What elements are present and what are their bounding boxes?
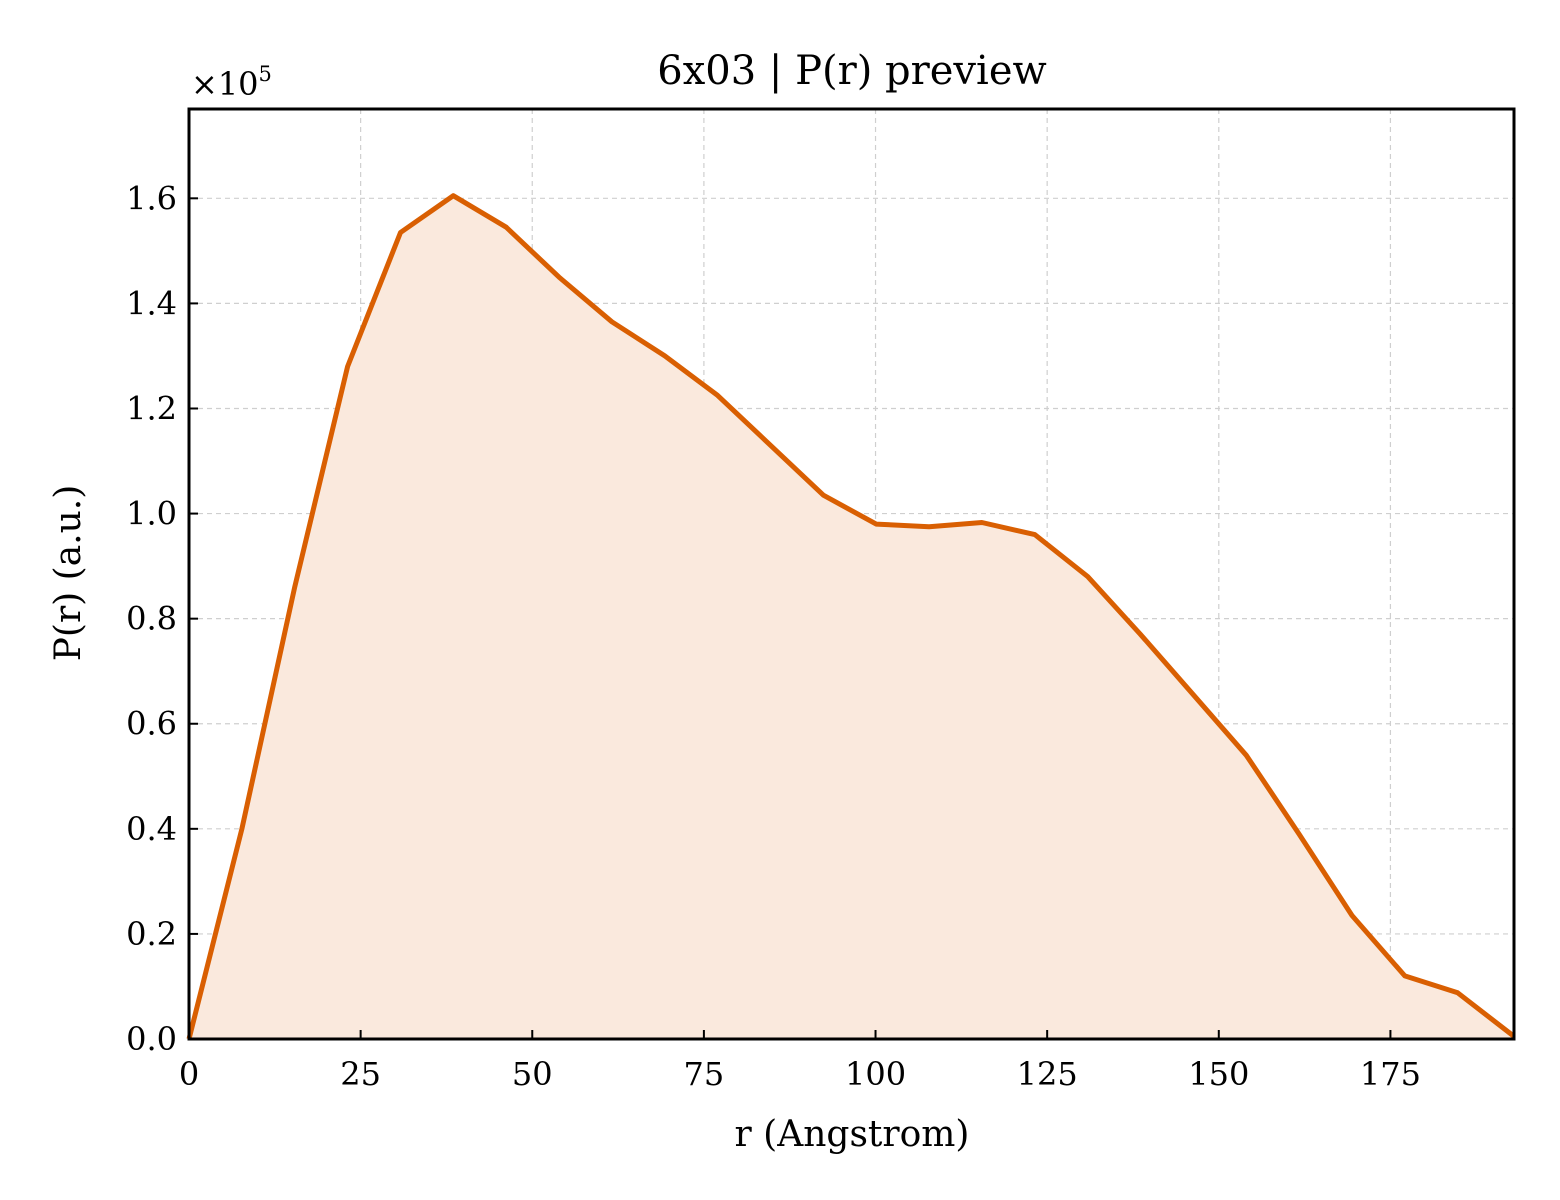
tick-layer: 0 25 50 75 100 125 150 175 0.0 0.2 0.4 0.6 0.8 1.0 1.2… [126, 179, 1421, 1093]
x-axis-label: r (Angstrom) [735, 1114, 970, 1155]
x-tick-label: 50 [512, 1055, 553, 1093]
y-tick-label: 1.0 [126, 495, 177, 533]
series-area-fill [189, 195, 1514, 1039]
y-axis-label: P(r) (a.u.) [48, 485, 89, 662]
y-axis-multiplier: ×105 [191, 62, 272, 103]
y-tick-label: 1.2 [126, 389, 177, 427]
x-tick-label: 150 [1188, 1055, 1249, 1093]
series-line [186, 193, 1516, 1040]
y-tick-label: 1.4 [126, 284, 177, 322]
x-tick-label: 75 [684, 1055, 725, 1093]
y-tick-label: 0.0 [126, 1020, 177, 1058]
plot-frame [187, 107, 1516, 1041]
x-tick-label: 125 [1017, 1055, 1078, 1093]
x-tick-label: 0 [179, 1055, 199, 1093]
y-tick-label: 0.6 [126, 705, 177, 743]
y-tick-label: 1.6 [126, 179, 177, 217]
y-multiplier-exponent: 5 [259, 62, 272, 86]
x-tick-label: 175 [1360, 1055, 1421, 1093]
x-tick-label: 100 [845, 1055, 906, 1093]
x-tick-label: 25 [340, 1055, 381, 1093]
y-tick-label: 0.2 [126, 915, 177, 953]
y-tick-label: 0.8 [126, 600, 177, 638]
y-tick-label: 0.4 [126, 810, 177, 848]
chart-title: 6x03 | P(r) preview [657, 48, 1046, 94]
y-multiplier-base: ×10 [191, 65, 259, 103]
